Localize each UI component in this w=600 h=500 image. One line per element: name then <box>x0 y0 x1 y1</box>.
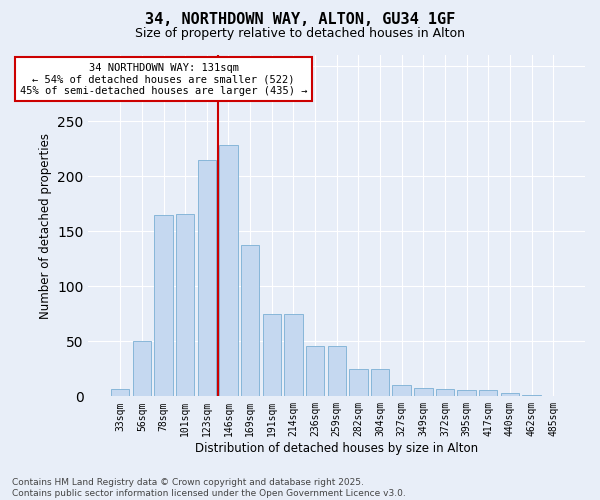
Bar <box>501 393 519 396</box>
Bar <box>479 390 497 396</box>
Bar <box>154 214 173 396</box>
Text: Contains HM Land Registry data © Crown copyright and database right 2025.
Contai: Contains HM Land Registry data © Crown c… <box>12 478 406 498</box>
Bar <box>392 386 411 396</box>
Bar <box>523 395 541 396</box>
Bar <box>436 388 454 396</box>
Bar <box>197 160 216 396</box>
Bar <box>263 314 281 396</box>
Y-axis label: Number of detached properties: Number of detached properties <box>38 132 52 318</box>
Bar <box>371 369 389 396</box>
Text: 34 NORTHDOWN WAY: 131sqm
← 54% of detached houses are smaller (522)
45% of semi-: 34 NORTHDOWN WAY: 131sqm ← 54% of detach… <box>20 62 307 96</box>
Bar <box>219 146 238 396</box>
Bar <box>349 369 368 396</box>
Bar <box>176 214 194 396</box>
Bar <box>111 388 130 396</box>
X-axis label: Distribution of detached houses by size in Alton: Distribution of detached houses by size … <box>195 442 478 455</box>
Bar <box>284 314 302 396</box>
Bar <box>328 346 346 397</box>
Bar <box>133 342 151 396</box>
Text: 34, NORTHDOWN WAY, ALTON, GU34 1GF: 34, NORTHDOWN WAY, ALTON, GU34 1GF <box>145 12 455 28</box>
Text: Size of property relative to detached houses in Alton: Size of property relative to detached ho… <box>135 28 465 40</box>
Bar <box>414 388 433 396</box>
Bar <box>306 346 324 397</box>
Bar <box>241 246 259 396</box>
Bar <box>457 390 476 396</box>
